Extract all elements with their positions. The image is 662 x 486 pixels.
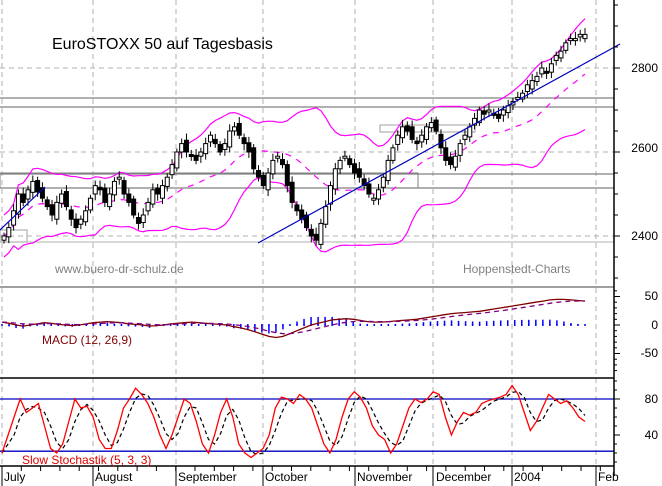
stochastic-label: Slow Stochastik (5, 3, 3) (22, 453, 152, 467)
stoch-tick-40: 40 (644, 428, 658, 442)
x-label-october: October (265, 470, 308, 484)
x-label-feb: Feb (598, 470, 619, 484)
y-tick-2400: 2400 (631, 229, 658, 243)
x-label-august: August (95, 470, 133, 484)
x-label-december: December (436, 470, 492, 484)
watermark-website: www.buero-dr-schulz.de (55, 262, 184, 276)
macd-tick-minus50: -50 (640, 346, 658, 360)
y-tick-2600: 2600 (631, 141, 658, 155)
watermark-source: Hoppenstedt-Charts (463, 262, 571, 276)
x-label-july: July (4, 470, 26, 484)
chart-title: EuroSTOXX 50 auf Tagesbasis (52, 36, 273, 53)
macd-tick-50: 50 (644, 289, 658, 303)
macd-tick-0: 0 (651, 318, 658, 332)
x-label-november: November (357, 470, 413, 484)
y-tick-2800: 2800 (631, 61, 658, 75)
x-label-september: September (178, 470, 237, 484)
x-label-2004: 2004 (514, 470, 541, 484)
macd-label: MACD (12, 26,9) (42, 333, 133, 347)
stoch-tick-80: 80 (644, 392, 658, 406)
